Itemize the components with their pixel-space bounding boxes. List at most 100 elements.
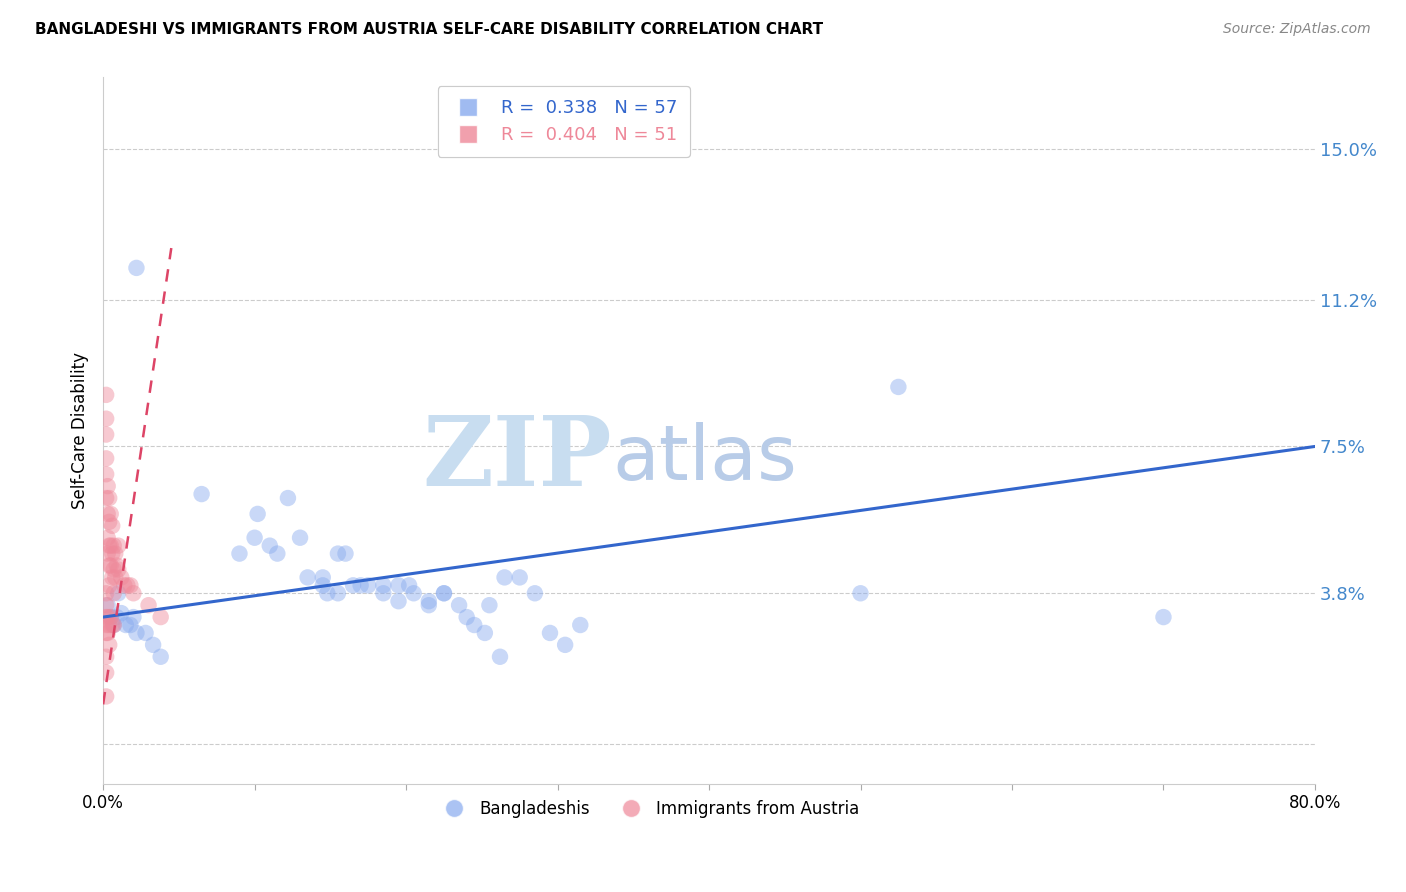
- Point: [1153, 610, 1175, 624]
- Point: [887, 380, 910, 394]
- Point: [100, 507, 122, 521]
- Point: [100, 610, 122, 624]
- Point: [101, 618, 124, 632]
- Point: [103, 539, 125, 553]
- Point: [335, 547, 357, 561]
- Point: [96, 690, 118, 704]
- Point: [463, 618, 485, 632]
- Point: [98, 618, 121, 632]
- Point: [100, 558, 122, 573]
- Point: [418, 594, 440, 608]
- Point: [103, 618, 125, 632]
- Point: [96, 491, 118, 505]
- Point: [228, 547, 250, 561]
- Point: [373, 586, 395, 600]
- Point: [398, 578, 420, 592]
- Point: [449, 598, 471, 612]
- Point: [350, 578, 373, 592]
- Point: [101, 570, 124, 584]
- Point: [312, 570, 335, 584]
- Point: [149, 610, 172, 624]
- Point: [418, 598, 440, 612]
- Point: [103, 562, 125, 576]
- Point: [97, 547, 120, 561]
- Point: [104, 570, 127, 584]
- Point: [110, 606, 132, 620]
- Point: [96, 610, 118, 624]
- Point: [246, 507, 269, 521]
- Point: [288, 531, 311, 545]
- Point: [569, 618, 592, 632]
- Text: Source: ZipAtlas.com: Source: ZipAtlas.com: [1223, 22, 1371, 37]
- Point: [96, 618, 118, 632]
- Point: [342, 578, 364, 592]
- Point: [373, 578, 395, 592]
- Point: [125, 626, 148, 640]
- Point: [474, 626, 496, 640]
- Text: BANGLADESHI VS IMMIGRANTS FROM AUSTRIA SELF-CARE DISABILITY CORRELATION CHART: BANGLADESHI VS IMMIGRANTS FROM AUSTRIA S…: [35, 22, 824, 37]
- Point: [96, 427, 118, 442]
- Point: [96, 467, 118, 482]
- Point: [509, 570, 531, 584]
- Point: [97, 598, 120, 612]
- Point: [98, 558, 121, 573]
- Point: [149, 649, 172, 664]
- Point: [98, 638, 121, 652]
- Point: [312, 578, 335, 592]
- Point: [402, 586, 425, 600]
- Point: [138, 598, 160, 612]
- Point: [523, 586, 546, 600]
- Point: [110, 570, 132, 584]
- Point: [433, 586, 456, 600]
- Point: [259, 539, 281, 553]
- Point: [456, 610, 478, 624]
- Point: [97, 531, 120, 545]
- Point: [96, 388, 118, 402]
- Point: [387, 578, 409, 592]
- Point: [266, 547, 288, 561]
- Point: [554, 638, 576, 652]
- Point: [277, 491, 299, 505]
- Point: [101, 518, 124, 533]
- Point: [96, 411, 118, 425]
- Point: [297, 570, 319, 584]
- Point: [117, 578, 139, 592]
- Point: [97, 626, 120, 640]
- Point: [115, 618, 138, 632]
- Point: [122, 586, 145, 600]
- Point: [122, 610, 145, 624]
- Point: [107, 562, 129, 576]
- Point: [494, 570, 516, 584]
- Point: [96, 649, 118, 664]
- Point: [101, 547, 124, 561]
- Point: [97, 507, 120, 521]
- Point: [97, 479, 120, 493]
- Point: [538, 626, 561, 640]
- Point: [316, 586, 339, 600]
- Point: [96, 598, 118, 612]
- Point: [105, 610, 128, 624]
- Point: [100, 539, 122, 553]
- Point: [135, 626, 157, 640]
- Point: [98, 539, 121, 553]
- Point: [489, 649, 512, 664]
- Point: [98, 515, 121, 529]
- Point: [478, 598, 501, 612]
- Point: [96, 626, 118, 640]
- Point: [120, 578, 142, 592]
- Point: [142, 638, 165, 652]
- Point: [433, 586, 456, 600]
- Point: [98, 491, 121, 505]
- Point: [107, 586, 129, 600]
- Point: [849, 586, 872, 600]
- Point: [97, 610, 120, 624]
- Point: [387, 594, 409, 608]
- Point: [326, 586, 349, 600]
- Point: [120, 618, 142, 632]
- Point: [96, 586, 118, 600]
- Point: [243, 531, 266, 545]
- Point: [100, 610, 122, 624]
- Point: [125, 260, 148, 275]
- Point: [112, 578, 135, 592]
- Text: ZIP: ZIP: [423, 412, 612, 506]
